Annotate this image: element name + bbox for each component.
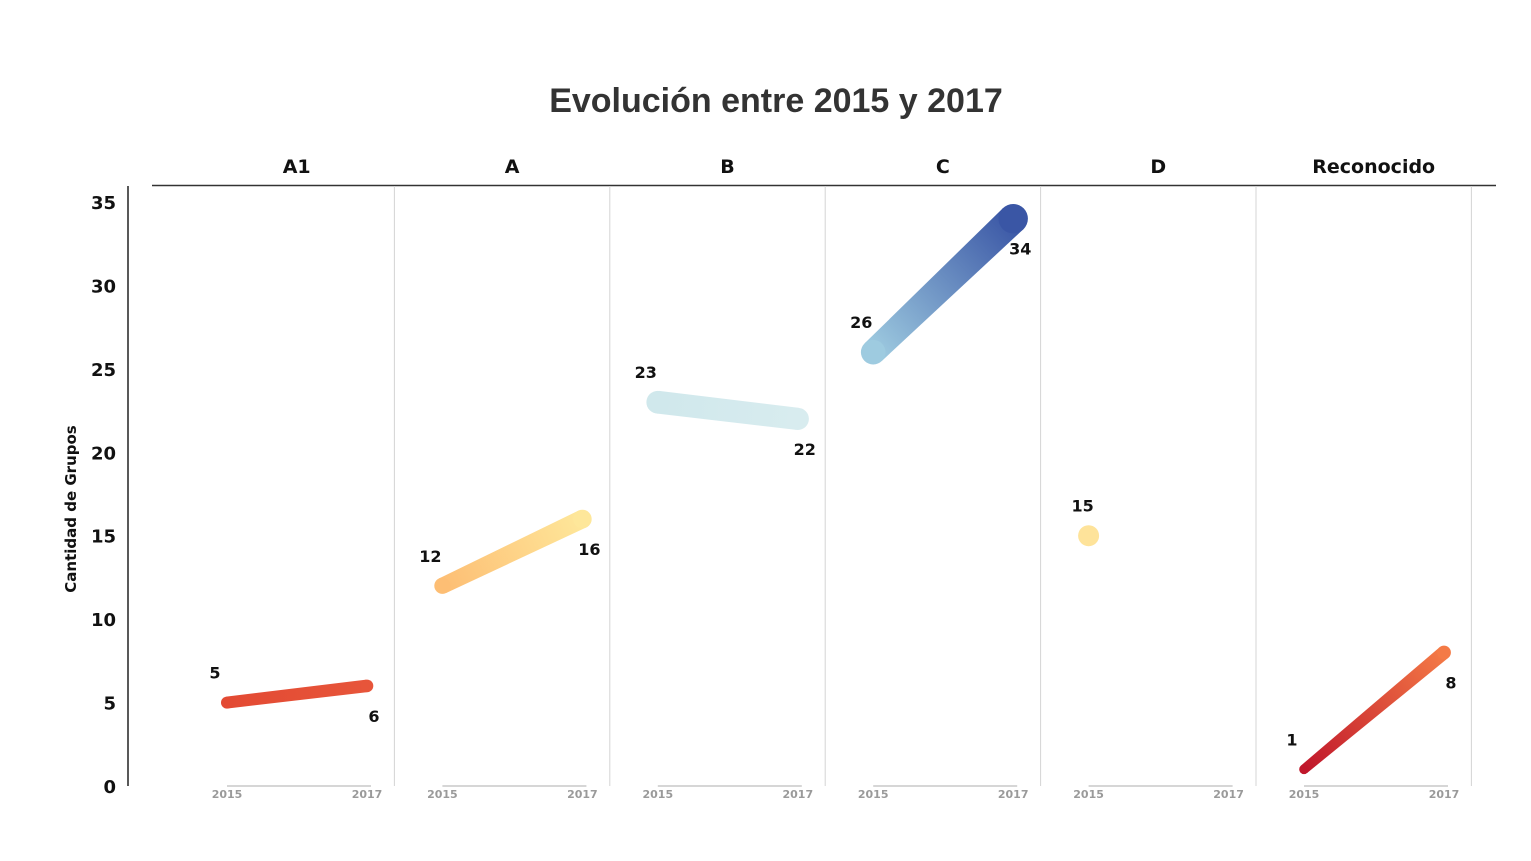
data-point [1437, 645, 1451, 660]
y-ticks: 0 5 10 15 20 25 30 35 [91, 193, 116, 798]
facet-panel: D 2015 2017 15 [1071, 156, 1257, 801]
y-tick-label: 5 [103, 694, 116, 715]
data-label: 34 [1009, 240, 1031, 259]
facet-panel: A1 2015 2017 5 6 [209, 156, 395, 801]
x-tick-label: 2015 [1073, 788, 1104, 801]
data-point [434, 577, 451, 594]
data-point [646, 390, 670, 414]
y-tick-label: 20 [91, 443, 116, 464]
series-line [656, 390, 800, 430]
data-point [860, 339, 886, 365]
x-tick-label: 2017 [782, 788, 813, 801]
data-point [360, 679, 374, 693]
data-label: 8 [1445, 674, 1456, 693]
data-label: 16 [578, 540, 600, 559]
series-line [1300, 647, 1449, 773]
data-label: 5 [209, 664, 220, 683]
chart-title: Evolución entre 2015 y 2017 [549, 82, 1003, 120]
y-tick-label: 30 [91, 276, 116, 297]
y-tick-label: 0 [103, 777, 116, 798]
facets: A1 2015 2017 5 6 A 2015 2017 12 16 B 2015 2017 23 22 C 2… [209, 156, 1472, 801]
facet-label: B [720, 156, 734, 178]
facet-panel: B 2015 2017 23 22 [635, 156, 826, 801]
data-label: 12 [419, 547, 441, 566]
y-axis-label: Cantidad de Grupos [62, 425, 80, 593]
x-tick-label: 2017 [352, 788, 383, 801]
data-label: 1 [1286, 730, 1297, 749]
x-tick-label: 2017 [1429, 788, 1460, 801]
data-point [998, 203, 1028, 234]
data-label: 23 [635, 363, 657, 382]
y-tick-label: 10 [91, 610, 116, 631]
data-label: 6 [368, 707, 379, 726]
y-tick-label: 25 [91, 360, 116, 381]
series-line [438, 510, 587, 594]
x-tick-label: 2017 [998, 788, 1029, 801]
x-tick-label: 2015 [1289, 788, 1320, 801]
facet-panel: A 2015 2017 12 16 [419, 156, 611, 801]
data-point [786, 407, 809, 431]
facet-label: Reconocido [1312, 156, 1435, 178]
y-tick-label: 15 [91, 527, 116, 548]
facet-label: C [936, 156, 950, 178]
facet-label: A [505, 156, 520, 178]
data-label: 15 [1071, 497, 1093, 516]
x-tick-label: 2015 [427, 788, 458, 801]
series-line [226, 679, 368, 709]
y-tick-label: 35 [91, 193, 116, 214]
data-point [1078, 525, 1100, 547]
data-point [221, 696, 233, 709]
data-point [1299, 764, 1309, 775]
x-tick-label: 2015 [212, 788, 243, 801]
x-tick-label: 2015 [642, 788, 673, 801]
facet-panel: Reconocido 2015 2017 1 8 [1286, 156, 1472, 801]
series-line [864, 208, 1024, 362]
x-tick-label: 2017 [1213, 788, 1244, 801]
data-label: 26 [850, 313, 872, 332]
data-point [573, 509, 592, 529]
facet-label: A1 [283, 156, 311, 178]
x-tick-label: 2017 [567, 788, 598, 801]
facet-panel: C 2015 2017 26 34 [850, 156, 1042, 801]
x-tick-label: 2015 [858, 788, 889, 801]
facet-label: D [1150, 156, 1166, 178]
data-label: 22 [794, 440, 816, 459]
